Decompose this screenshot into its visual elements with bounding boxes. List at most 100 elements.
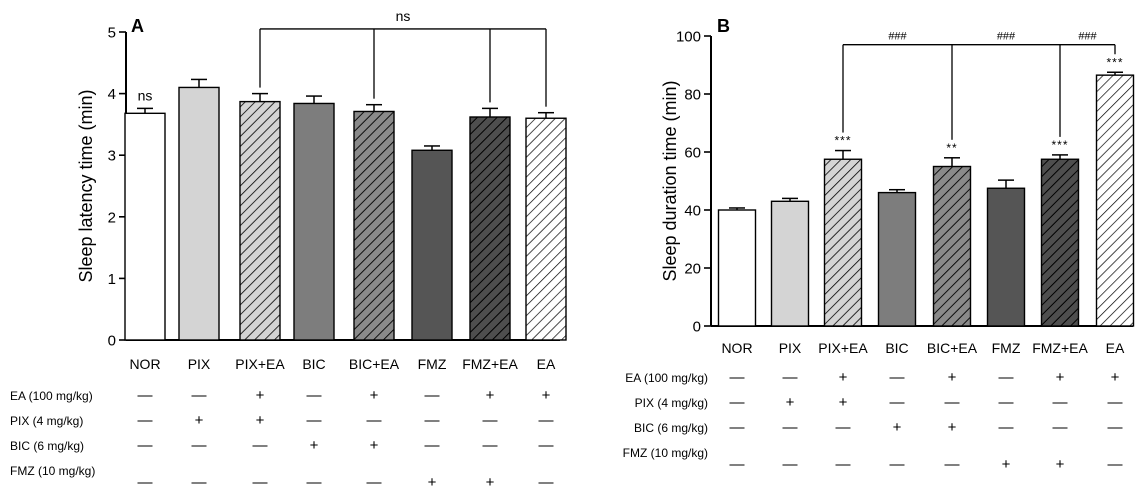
- panel-a-ns-label: ns: [138, 87, 153, 103]
- panel-b-treatment-sign: —: [945, 394, 960, 411]
- panel-a-treatment-sign: +: [428, 474, 437, 489]
- panel-b-bar: [932, 165, 972, 327]
- panel-b-annotations: ***** ******### ### ###: [834, 31, 1123, 155]
- panel-a-category-label: EA: [537, 356, 556, 372]
- panel-b-bar: [717, 209, 757, 327]
- panel-b-treatment-sign: —: [783, 419, 798, 436]
- panel-b-treatment-sign: —: [783, 456, 798, 473]
- panel-b-significance-stars: ***: [1106, 55, 1123, 69]
- panel-a-category-label: FMZ+EA: [462, 356, 518, 372]
- panel-b-y-axis-title: Sleep duration time (min): [660, 80, 680, 281]
- panel-a-bracket-label: ns: [396, 8, 411, 24]
- panel-b-significance-stars: **: [946, 141, 957, 155]
- panel-a-category-label: BIC+EA: [349, 356, 400, 372]
- panel-b-treatment-sign: —: [836, 419, 851, 436]
- panel-b-category-label: FMZ+EA: [1032, 340, 1088, 356]
- panel-a-treatment-sign: —: [539, 437, 554, 454]
- panel-b-treatment-sign: +: [839, 394, 848, 411]
- panel-a-treatment-sign: —: [425, 437, 440, 454]
- panel-a-bar: [239, 100, 281, 341]
- panel-a-chart: A 0 1 2 3 4 5 Sleep latency time (min) NOR PIX P…: [10, 8, 567, 489]
- panel-b-treatment-sign: +: [948, 419, 957, 436]
- panel-a-treatment-sign: —: [192, 437, 207, 454]
- panel-a-treatment-sign: —: [192, 474, 207, 489]
- panel-a-treatment-sign: —: [138, 387, 153, 404]
- panel-a-treatment-sign: —: [192, 387, 207, 404]
- panel-b-bar: [1040, 158, 1080, 327]
- panel-a-treatment-sign: —: [138, 412, 153, 429]
- panel-b-category-label: BIC+EA: [927, 340, 978, 356]
- panel-b-bar: [986, 187, 1026, 327]
- panel-b-treatment-sign: —: [999, 369, 1014, 386]
- panel-b-category-label: PIX+EA: [818, 340, 868, 356]
- panel-b-treatment-sign: —: [890, 456, 905, 473]
- panel-a-bar: [353, 110, 395, 341]
- panel-b-treatment-sign: +: [948, 369, 957, 386]
- panel-a-treatment-sign: —: [138, 474, 153, 489]
- panel-a-category-label: PIX: [188, 356, 211, 372]
- panel-a-treatment-row-label: PIX (4 mg/kg): [10, 414, 83, 428]
- panel-b-treatment-sign: —: [890, 394, 905, 411]
- panel-a-treatment-sign: +: [256, 412, 265, 429]
- panel-a-bar: [124, 112, 166, 341]
- panel-b-bar: [823, 158, 863, 327]
- panel-a-y-tick-label: 4: [108, 86, 116, 103]
- panel-a-y-tick-label: 5: [108, 25, 116, 42]
- panel-b-treatment-sign: —: [890, 369, 905, 386]
- panel-b-category-label: PIX: [779, 340, 802, 356]
- panel-a-treatment-sign: +: [486, 387, 495, 404]
- panel-a-treatment-sign: +: [370, 387, 379, 404]
- panel-b-treatment-sign: —: [1108, 419, 1123, 436]
- panel-b-treatment-row-label: FMZ (10 mg/kg): [623, 446, 708, 460]
- panel-a-bar: [469, 116, 511, 341]
- panel-a-bar: [525, 117, 567, 341]
- panel-b-category-label: EA: [1106, 340, 1125, 356]
- panel-b-bar: [877, 191, 917, 327]
- panel-a-treatment-sign: —: [483, 412, 498, 429]
- panel-a-treatment-sign: +: [195, 412, 204, 429]
- panel-b-treatment-table: EA (100 mg/kg) — — + — + — + + PIX (4 mg/kg) — + + — —…: [623, 369, 1123, 473]
- panel-b-treatment-sign: —: [730, 369, 745, 386]
- panel-a-y-axis-title: Sleep latency time (min): [76, 89, 96, 282]
- panel-a-y-tick-label: 2: [108, 209, 116, 226]
- panel-b-category-label: NOR: [721, 340, 752, 356]
- panel-b-treatment-sign: +: [1002, 456, 1011, 473]
- panel-a-treatment-sign: —: [539, 474, 554, 489]
- panel-a-treatment-sign: +: [370, 437, 379, 454]
- panel-b-treatment-row-label: PIX (4 mg/kg): [635, 396, 708, 410]
- panel-a-treatment-sign: —: [367, 412, 382, 429]
- panel-b-significance-stars: ***: [834, 134, 851, 148]
- panel-b-treatment-sign: +: [1056, 456, 1065, 473]
- panel-a-treatment-row-label: FMZ (10 mg/kg): [10, 464, 95, 478]
- panel-b-y-tick-label: 20: [684, 261, 701, 278]
- panel-a-bar: [178, 86, 220, 341]
- panel-b-letter: B: [717, 16, 730, 36]
- panel-a-bar: [293, 102, 335, 341]
- panel-b-treatment-sign: +: [893, 419, 902, 436]
- panel-b-treatment-sign: —: [730, 394, 745, 411]
- panel-a-category-label: FMZ: [418, 356, 447, 372]
- panel-b-treatment-sign: —: [1053, 394, 1068, 411]
- panel-b-bar: [1095, 74, 1135, 327]
- panel-b-hash-label: ###: [888, 31, 907, 43]
- panel-b-y-tick-label: 40: [684, 203, 701, 220]
- panel-b-treatment-sign: +: [786, 394, 795, 411]
- panel-b-treatment-row-label: BIC (6 mg/kg): [634, 421, 708, 435]
- panel-b-category-label: FMZ: [992, 340, 1021, 356]
- panel-a-category-label: NOR: [129, 356, 160, 372]
- panel-b-treatment-sign: —: [783, 369, 798, 386]
- panel-b-treatment-sign: —: [999, 394, 1014, 411]
- panel-b-treatment-sign: +: [839, 369, 848, 386]
- panel-a-treatment-sign: —: [425, 387, 440, 404]
- panel-a-treatment-sign: —: [307, 387, 322, 404]
- panel-b-bar: [770, 200, 810, 327]
- panel-a-y-tick-label: 3: [108, 148, 116, 165]
- panel-a-treatment-sign: +: [486, 474, 495, 489]
- panel-b-bars: NOR PIX PIX+EA BIC BIC+EA FMZ FMZ+EA EA: [717, 71, 1135, 356]
- panel-a-treatment-sign: +: [256, 387, 265, 404]
- panel-a-treatment-sign: —: [307, 412, 322, 429]
- panel-a-treatment-sign: —: [253, 437, 268, 454]
- panel-a-treatment-row-label: EA (100 mg/kg): [10, 389, 93, 403]
